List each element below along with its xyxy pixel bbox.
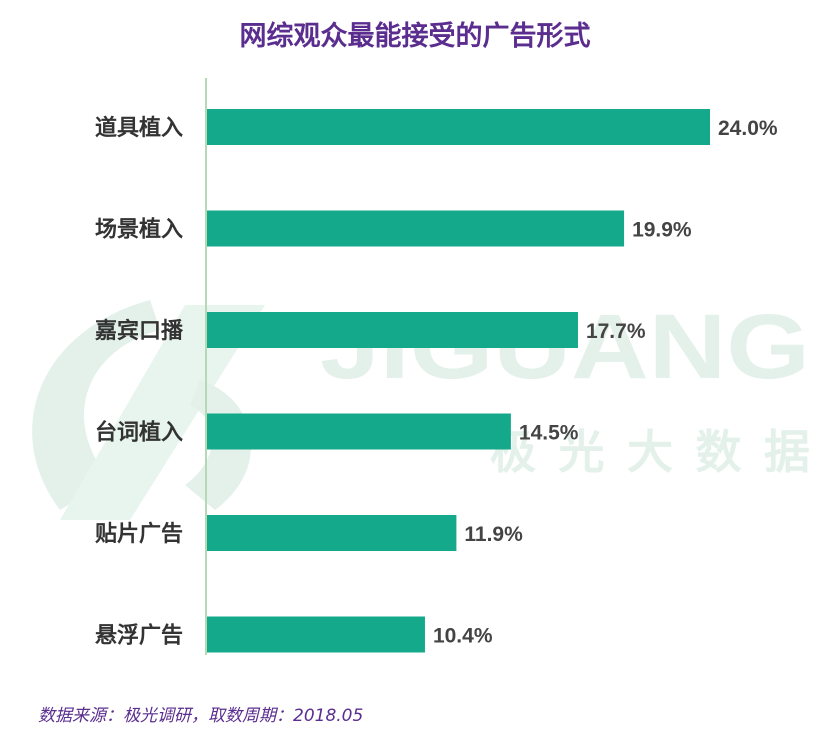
category-label: 贴片广告 (95, 521, 183, 547)
bar (207, 312, 578, 348)
category-label: 场景植入 (95, 217, 183, 243)
category-label: 台词植入 (95, 420, 183, 446)
category-label: 悬浮广告 (95, 623, 183, 649)
category-label: 嘉宾口播 (95, 318, 184, 344)
chart-title: 网综观众最能接受的广告形式 (240, 20, 591, 52)
value-label: 11.9% (464, 523, 523, 546)
bar (207, 616, 425, 653)
value-label: 19.9% (632, 219, 692, 242)
value-label: 14.5% (519, 422, 579, 445)
bars-group: 道具植入 24.0% 场景植入 19.9% 嘉宾口播 17.7% 台词植入 14.5% 贴片广告… (95, 109, 778, 653)
value-label: 17.7% (586, 320, 646, 343)
value-label: 10.4% (433, 625, 493, 648)
value-label: 24.0% (718, 117, 778, 140)
bar (207, 515, 457, 551)
source-note: 数据来源：极光调研，取数周期：2018.05 (38, 706, 363, 726)
category-label: 道具植入 (95, 115, 183, 141)
bar (207, 210, 625, 247)
bar (207, 109, 710, 145)
bar (207, 413, 511, 450)
